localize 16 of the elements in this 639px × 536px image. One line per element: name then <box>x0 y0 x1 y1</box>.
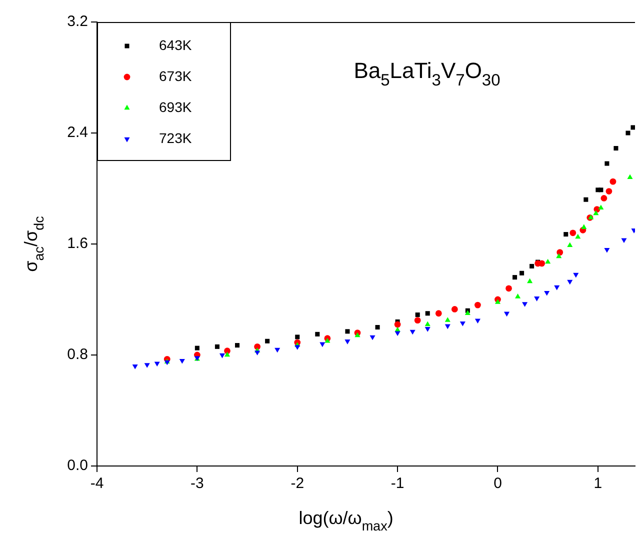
x-tick-label: 0 <box>494 475 502 492</box>
legend-label: 673K <box>159 68 192 84</box>
legend-label: 693K <box>159 98 192 115</box>
x-tick-label: -3 <box>190 475 204 492</box>
y-tick-label: 3.2 <box>67 13 88 30</box>
y-tick-label: 2.4 <box>67 124 88 142</box>
y-axis-title: σac/σdc <box>21 216 46 272</box>
y-tick-label: 1.6 <box>67 235 88 252</box>
y-tick-label: 0.0 <box>67 457 88 474</box>
x-tick-label: -2 <box>290 475 304 492</box>
x-tick-label: 1 <box>594 475 602 492</box>
legend-label: 643K <box>159 36 192 53</box>
x-tick-label: -1 <box>390 475 404 492</box>
y-tick-label: 0.8 <box>67 346 88 364</box>
legend-label: 723K <box>159 130 192 146</box>
x-tick-label: -4 <box>90 475 104 492</box>
